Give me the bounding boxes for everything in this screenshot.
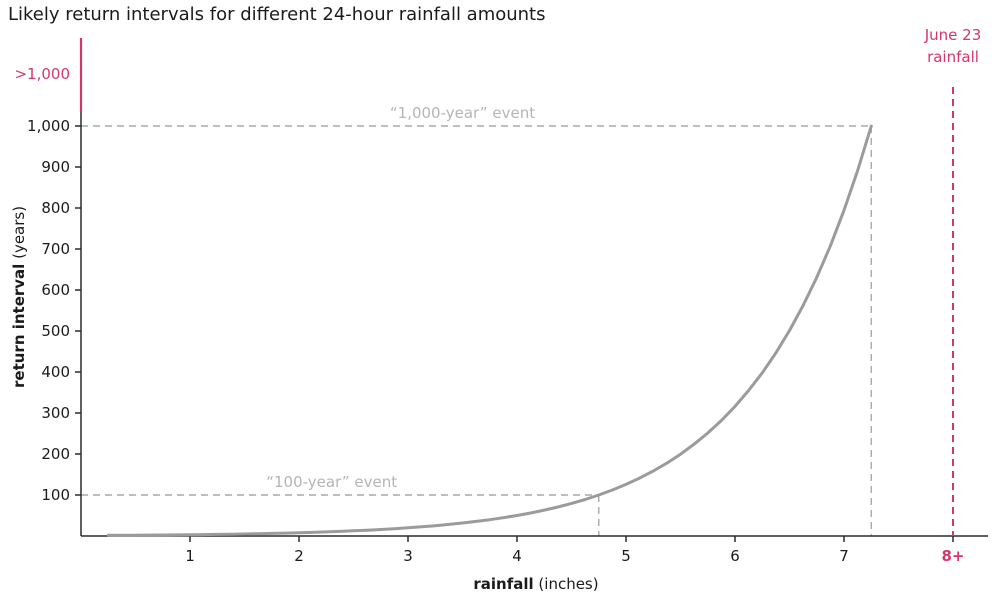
guide-label-0: “1,000-year” event [390,104,535,122]
y-overflow-label: >1,000 [14,65,70,83]
y-tick-label: 600 [41,281,70,299]
x-tick-label: 5 [621,547,631,565]
june-23-rainfall-label-line-0: June 23 [924,26,982,44]
y-tick-label: 800 [41,199,70,217]
x-axis-label: rainfall (inches) [66,575,1000,593]
return-interval-curve [106,124,873,537]
x-tick-label: 4 [512,547,522,565]
y-axis-label-units: (years) [10,205,28,264]
x-tick-label: 6 [730,547,740,565]
x-tick-label: 7 [839,547,849,565]
x-tick-label: 1 [185,547,195,565]
y-tick-label: 300 [41,404,70,422]
x-tick-label: 3 [403,547,413,565]
y-tick-label: 900 [41,158,70,176]
guide-label-1: “100-year” event [266,473,397,491]
june-23-rainfall-label-line-1: rainfall [927,48,979,66]
x-axis-label-bold: rainfall [473,575,534,593]
y-tick-label: 500 [41,322,70,340]
y-tick-label: 1,000 [27,117,70,135]
x-tick-label: 8+ [941,547,964,565]
x-axis-label-units: (inches) [533,575,599,593]
y-tick-label: 400 [41,363,70,381]
y-tick-label: 700 [41,240,70,258]
y-axis-label: return interval (years) [10,206,28,388]
x-tick-label: 2 [294,547,304,565]
y-tick-label: 100 [41,486,70,504]
chart-title: Likely return intervals for different 24… [8,4,546,25]
y-axis-label-bold: return interval [10,263,28,388]
y-tick-label: 200 [41,445,70,463]
